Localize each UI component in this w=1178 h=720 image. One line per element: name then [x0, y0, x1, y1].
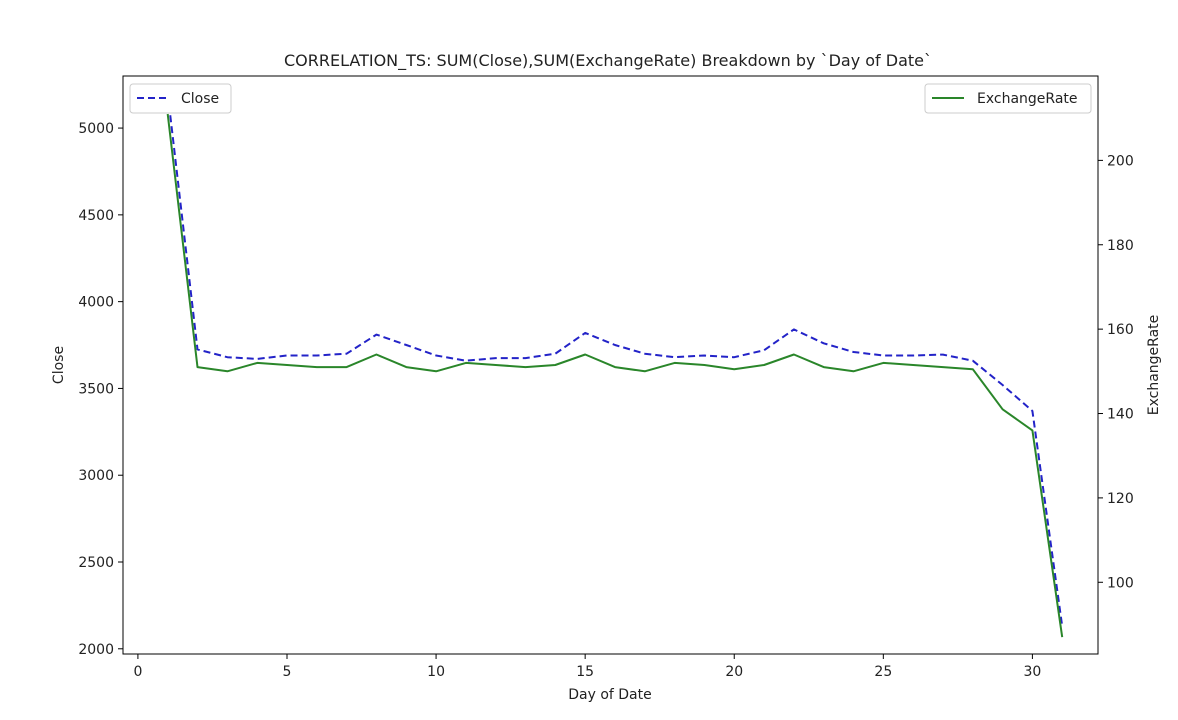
- x-tick-label: 15: [576, 664, 594, 680]
- series-line-exchangerate: [166, 113, 1064, 638]
- legend-close-box: [129, 83, 232, 114]
- y-right-tick-label: 100: [1107, 575, 1134, 591]
- y-left-tick-label: 5000: [78, 121, 114, 137]
- x-tick-label: 10: [427, 664, 445, 680]
- y-left-tick-label: 4000: [78, 295, 114, 311]
- y-right-tick-label: 120: [1107, 491, 1134, 507]
- plot-frame: [122, 75, 1099, 655]
- y-left-tick-label: 4500: [78, 208, 114, 224]
- y-axis-left-title: Close: [51, 346, 67, 384]
- x-tick-label: 30: [1023, 664, 1041, 680]
- y-left-tick-label: 3000: [78, 468, 114, 484]
- legend-close-label: Close: [181, 91, 219, 107]
- y-left-tick-label: 3500: [78, 381, 114, 397]
- chart-title: CORRELATION_TS: SUM(Close),SUM(ExchangeR…: [284, 51, 932, 71]
- y-axis-right-title: ExchangeRate: [1146, 315, 1162, 416]
- x-tick-label: 5: [283, 664, 292, 680]
- y-right-tick-label: 200: [1107, 153, 1134, 169]
- y-axis-right: 100 120 140 160 180 200: [1098, 153, 1134, 591]
- legend-exchangerate: ExchangeRate: [924, 83, 1092, 114]
- legend-close: Close: [129, 83, 232, 114]
- x-tick-label: 25: [874, 664, 892, 680]
- y-left-tick-label: 2500: [78, 555, 114, 571]
- x-tick-label: 20: [725, 664, 743, 680]
- legend-exchangerate-label: ExchangeRate: [977, 91, 1078, 107]
- x-tick-label: 0: [133, 664, 142, 680]
- y-right-tick-label: 160: [1107, 322, 1134, 338]
- y-axis-left: 2000 2500 3000 3500 4000 4500 5000: [78, 121, 123, 658]
- x-axis: 0 5 10 15 20 25 30: [133, 654, 1041, 680]
- y-left-tick-label: 2000: [78, 642, 114, 658]
- legend-exchangerate-box: [924, 83, 1092, 114]
- x-axis-title: Day of Date: [568, 687, 652, 703]
- series-line-close: [166, 93, 1064, 627]
- y-right-tick-label: 180: [1107, 238, 1134, 254]
- series-layer: [166, 93, 1064, 638]
- y-right-tick-label: 140: [1107, 407, 1134, 423]
